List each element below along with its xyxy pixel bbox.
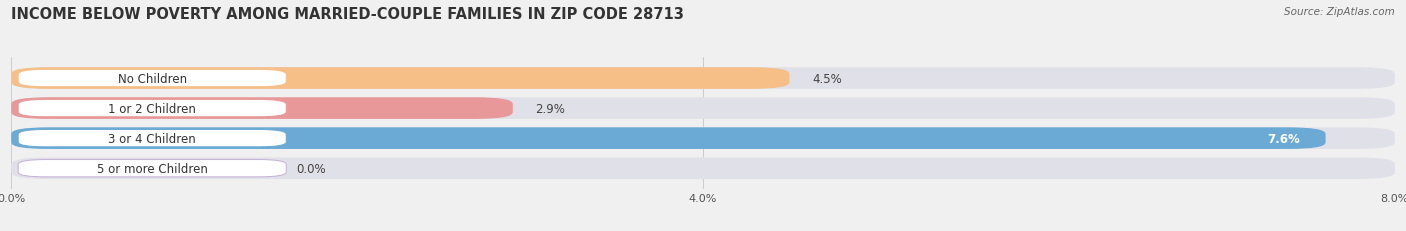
Text: 4.5%: 4.5% <box>811 72 842 85</box>
Text: 7.6%: 7.6% <box>1267 132 1299 145</box>
FancyBboxPatch shape <box>11 128 1326 149</box>
Text: 3 or 4 Children: 3 or 4 Children <box>108 132 195 145</box>
FancyBboxPatch shape <box>18 160 287 177</box>
Text: 1 or 2 Children: 1 or 2 Children <box>108 102 195 115</box>
FancyBboxPatch shape <box>11 158 1395 179</box>
Text: INCOME BELOW POVERTY AMONG MARRIED-COUPLE FAMILIES IN ZIP CODE 28713: INCOME BELOW POVERTY AMONG MARRIED-COUPL… <box>11 7 685 22</box>
Text: Source: ZipAtlas.com: Source: ZipAtlas.com <box>1284 7 1395 17</box>
Text: No Children: No Children <box>118 72 187 85</box>
Text: 2.9%: 2.9% <box>536 102 565 115</box>
Text: 5 or more Children: 5 or more Children <box>97 162 208 175</box>
FancyBboxPatch shape <box>11 68 1395 89</box>
FancyBboxPatch shape <box>11 128 1395 149</box>
FancyBboxPatch shape <box>18 130 287 147</box>
FancyBboxPatch shape <box>11 98 513 119</box>
FancyBboxPatch shape <box>18 100 287 117</box>
FancyBboxPatch shape <box>18 70 287 87</box>
FancyBboxPatch shape <box>11 98 1395 119</box>
FancyBboxPatch shape <box>11 68 790 89</box>
Text: 0.0%: 0.0% <box>297 162 326 175</box>
